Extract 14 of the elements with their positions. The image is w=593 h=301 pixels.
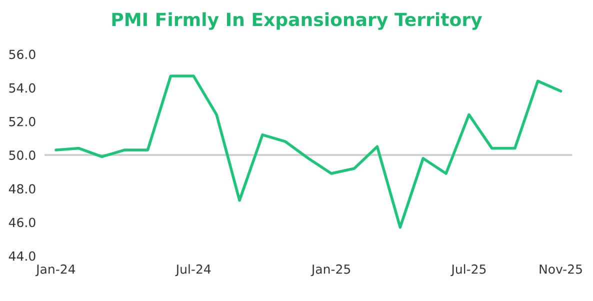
- y-tick-label: 56.0: [9, 50, 36, 60]
- y-tick-label: 46.0: [8, 218, 36, 228]
- y-tick-label: 48.0: [8, 184, 36, 194]
- x-tick-label: Jul-25: [450, 264, 486, 276]
- x-tick-label: Jan-25: [310, 264, 350, 276]
- chart-title: PMI Firmly In Expansionary Territory: [112, 12, 482, 30]
- y-tick-label: 54.0: [9, 83, 36, 93]
- y-tick-label: 52.0: [9, 116, 36, 126]
- x-tick-label: Jul-24: [175, 264, 211, 276]
- y-tick-label: 50.0: [9, 150, 36, 160]
- x-tick-label: Nov-25: [540, 264, 582, 274]
- line-series: [54, 74, 562, 229]
- y-tick-label: 44.0: [8, 251, 36, 261]
- x-tick-label: Jan-24: [35, 264, 76, 276]
